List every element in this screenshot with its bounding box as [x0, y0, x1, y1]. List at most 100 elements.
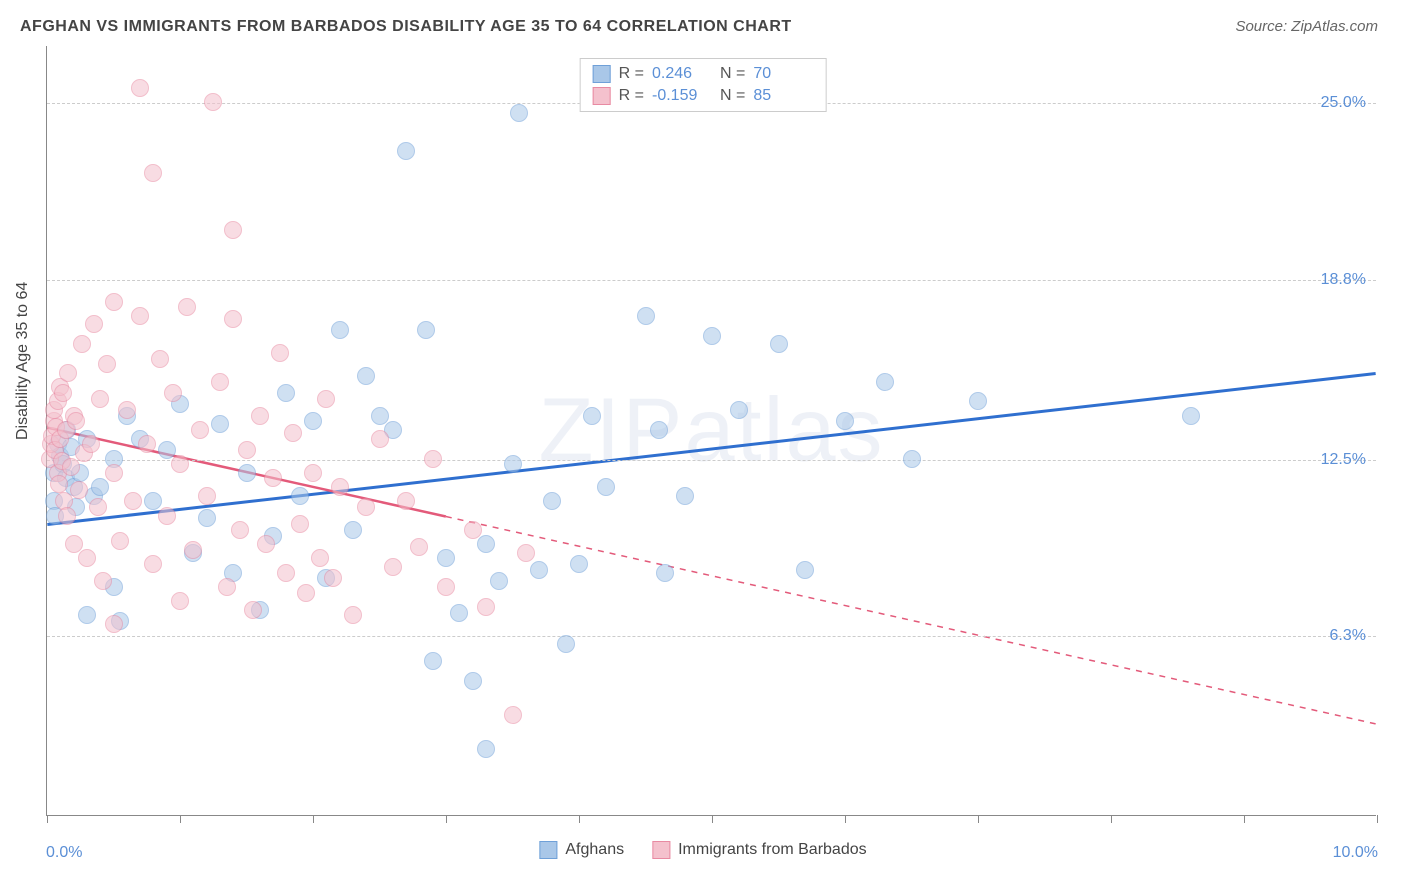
- series-legend-item: Afghans: [539, 841, 624, 859]
- data-point: [58, 507, 76, 525]
- x-tick: [1111, 815, 1112, 823]
- data-point: [637, 307, 655, 325]
- data-point: [304, 464, 322, 482]
- trend-lines: [47, 46, 1376, 815]
- data-point: [62, 458, 80, 476]
- data-point: [324, 569, 342, 587]
- data-point: [477, 535, 495, 553]
- data-point: [151, 350, 169, 368]
- data-point: [317, 390, 335, 408]
- data-point: [424, 450, 442, 468]
- data-point: [178, 298, 196, 316]
- data-point: [251, 407, 269, 425]
- stats-legend-row: R = -0.159 N = 85: [593, 85, 814, 107]
- data-point: [264, 469, 282, 487]
- data-point: [490, 572, 508, 590]
- data-point: [650, 421, 668, 439]
- data-point: [271, 344, 289, 362]
- data-point: [796, 561, 814, 579]
- x-tick: [712, 815, 713, 823]
- data-point: [836, 412, 854, 430]
- data-point: [94, 572, 112, 590]
- data-point: [257, 535, 275, 553]
- data-point: [384, 558, 402, 576]
- x-tick: [845, 815, 846, 823]
- data-point: [59, 364, 77, 382]
- x-tick: [1377, 815, 1378, 823]
- data-point: [138, 435, 156, 453]
- stats-legend: R = 0.246 N = 70 R = -0.159 N = 85: [580, 58, 827, 112]
- legend-swatch: [593, 87, 611, 105]
- data-point: [124, 492, 142, 510]
- data-point: [371, 407, 389, 425]
- y-axis-label: 12.5%: [1321, 451, 1366, 469]
- x-tick: [1244, 815, 1245, 823]
- data-point: [171, 455, 189, 473]
- y-axis-label: 18.8%: [1321, 271, 1366, 289]
- watermark: ZIPatlas: [538, 379, 884, 482]
- r-label: R =: [619, 87, 644, 105]
- chart-title: AFGHAN VS IMMIGRANTS FROM BARBADOS DISAB…: [20, 18, 792, 36]
- data-point: [284, 424, 302, 442]
- data-point: [557, 635, 575, 653]
- data-point: [397, 492, 415, 510]
- data-point: [158, 441, 176, 459]
- data-point: [78, 549, 96, 567]
- data-point: [70, 481, 88, 499]
- data-point: [344, 521, 362, 539]
- data-point: [703, 327, 721, 345]
- data-point: [477, 598, 495, 616]
- data-point: [331, 478, 349, 496]
- data-point: [397, 142, 415, 160]
- data-point: [144, 164, 162, 182]
- data-point: [50, 475, 68, 493]
- data-point: [597, 478, 615, 496]
- data-point: [231, 521, 249, 539]
- data-point: [1182, 407, 1200, 425]
- data-point: [164, 384, 182, 402]
- data-point: [424, 652, 442, 670]
- data-point: [656, 564, 674, 582]
- data-point: [570, 555, 588, 573]
- series-legend-item: Immigrants from Barbados: [652, 841, 867, 859]
- r-label: R =: [619, 65, 644, 83]
- data-point: [224, 221, 242, 239]
- data-point: [54, 384, 72, 402]
- data-point: [676, 487, 694, 505]
- data-point: [82, 435, 100, 453]
- plot-area: ZIPatlas 6.3%12.5%18.8%25.0%: [46, 46, 1376, 816]
- n-label: N =: [720, 87, 745, 105]
- data-point: [464, 672, 482, 690]
- data-point: [344, 606, 362, 624]
- data-point: [238, 441, 256, 459]
- data-point: [331, 321, 349, 339]
- data-point: [131, 307, 149, 325]
- x-tick: [579, 815, 580, 823]
- data-point: [191, 421, 209, 439]
- data-point: [89, 498, 107, 516]
- data-point: [224, 310, 242, 328]
- data-point: [211, 415, 229, 433]
- r-value: 0.246: [652, 65, 712, 83]
- data-point: [73, 335, 91, 353]
- data-point: [530, 561, 548, 579]
- x-tick: [313, 815, 314, 823]
- data-point: [770, 335, 788, 353]
- y-axis-title: Disability Age 35 to 64: [14, 282, 32, 440]
- data-point: [450, 604, 468, 622]
- data-point: [211, 373, 229, 391]
- legend-swatch: [593, 65, 611, 83]
- n-label: N =: [720, 65, 745, 83]
- data-point: [91, 478, 109, 496]
- data-point: [730, 401, 748, 419]
- data-point: [437, 549, 455, 567]
- data-point: [277, 384, 295, 402]
- x-axis-min-label: 0.0%: [46, 844, 82, 862]
- data-point: [204, 93, 222, 111]
- data-point: [105, 464, 123, 482]
- data-point: [297, 584, 315, 602]
- gridline: [47, 280, 1376, 281]
- data-point: [291, 515, 309, 533]
- source-label: Source: ZipAtlas.com: [1235, 18, 1378, 35]
- data-point: [504, 455, 522, 473]
